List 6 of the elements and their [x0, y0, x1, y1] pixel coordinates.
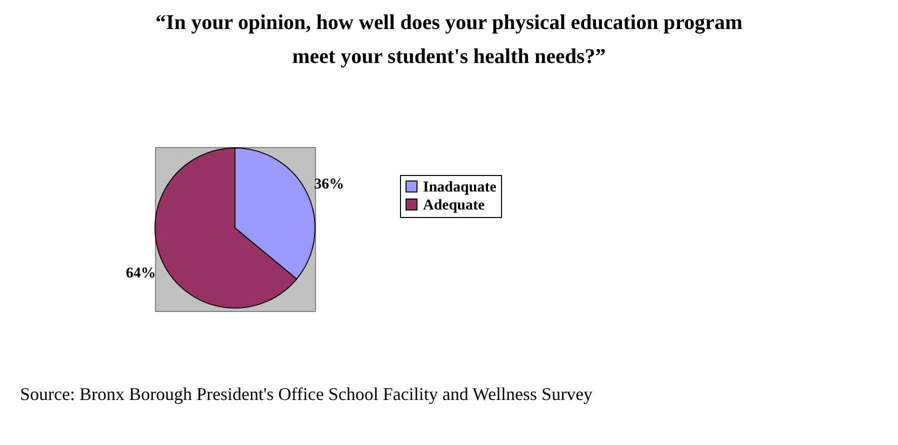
chart-title: “In your opinion, how well does your physical education program meet your student's health needs?” [156, 10, 743, 68]
legend-label: Inadaquate [423, 180, 497, 196]
data-label: 64% [126, 265, 156, 282]
legend-label: Adequate [423, 198, 486, 214]
data-label: 36% [314, 176, 344, 193]
source-note: Source: Bronx Borough President's Office School Facility and Wellness Survey [20, 384, 593, 404]
